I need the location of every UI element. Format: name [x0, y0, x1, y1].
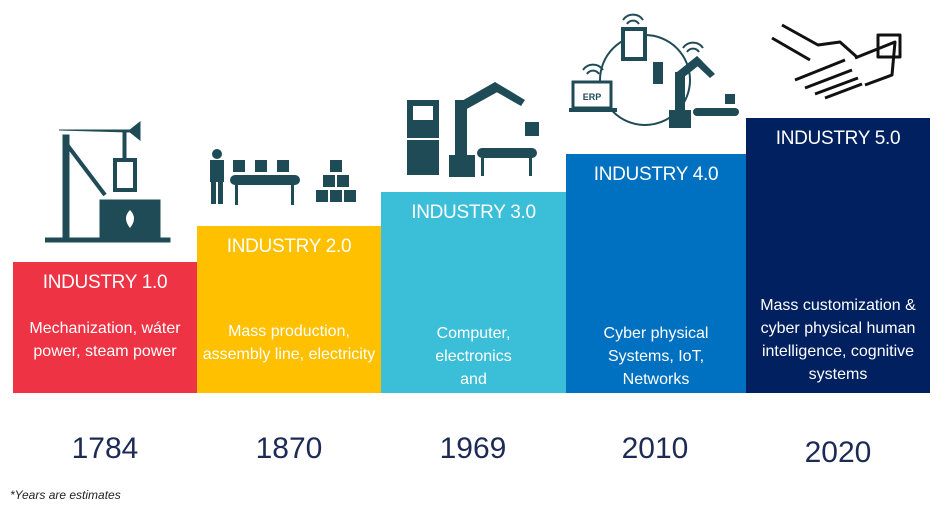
year-1870: 1870	[255, 432, 323, 465]
stage-description: Computer, electronics and automation	[433, 325, 514, 411]
stage-title: INDUSTRY 4.0	[593, 164, 719, 185]
stage-title: INDUSTRY 2.0	[226, 236, 352, 257]
stage-description: Mass production, assembly line, electric…	[202, 323, 376, 363]
stage-industry-3: INDUSTRY 3.0 Computer, electronics and a…	[381, 192, 566, 411]
stage-title: INDUSTRY 3.0	[411, 202, 536, 223]
year-2010: 2010	[621, 432, 689, 465]
robot-arm-computer-icon	[407, 82, 539, 177]
year-2020: 2020	[804, 436, 872, 469]
stage-title: INDUSTRY 5.0	[775, 128, 901, 149]
stage-industry-4: INDUSTRY 4.0 Cyber physical Systems, IoT…	[566, 154, 746, 393]
stage-industry-2: INDUSTRY 2.0 Mass production, assembly l…	[197, 226, 381, 393]
human-robot-handshake-icon	[771, 23, 902, 100]
stage-description: Mechanization, wáter power, steam power	[29, 320, 181, 360]
stage-description: Mass customization & cyber physical huma…	[760, 297, 916, 383]
stage-industry-5: INDUSTRY 5.0 Mass customization & cyber …	[746, 118, 930, 393]
year-1969: 1969	[439, 432, 507, 465]
footnote: *Years are estimates	[10, 488, 121, 502]
assembly-line-icon	[210, 149, 356, 205]
year-1784: 1784	[71, 432, 139, 465]
stage-industry-1: INDUSTRY 1.0 Mechanization, wáter power,…	[13, 262, 197, 393]
stage-title: INDUSTRY 1.0	[42, 272, 168, 293]
erp-label: ERP	[583, 92, 602, 102]
iot-network-icon: ERP	[569, 13, 739, 128]
steam-engine-icon	[45, 120, 171, 243]
stage-description: Cyber physical Systems, IoT, Networks	[603, 325, 709, 388]
